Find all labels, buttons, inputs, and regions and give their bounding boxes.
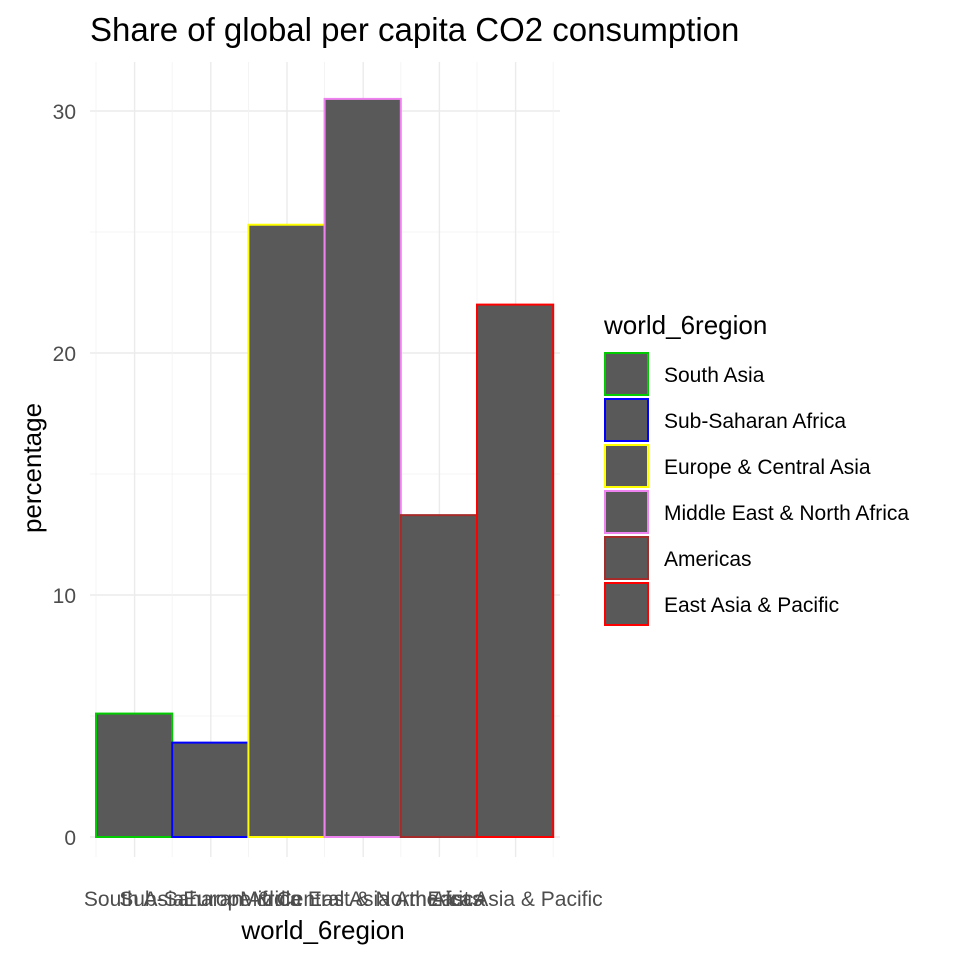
legend-title: world_6region bbox=[603, 310, 767, 340]
legend-key bbox=[604, 352, 649, 396]
x-tick-label: Middle East & North Africa bbox=[240, 888, 485, 911]
legend-label: South Asia bbox=[664, 364, 765, 387]
x-tick-label: East Asia & Pacific bbox=[428, 888, 603, 911]
legend: world_6region South Asia Sub-Saharan Afri… bbox=[603, 310, 909, 626]
x-axis-title: world_6region bbox=[240, 915, 404, 945]
legend-key bbox=[604, 444, 649, 488]
chart-title: Share of global per capita CO2 consumpti… bbox=[90, 11, 739, 48]
legend-label: Europe & Central Asia bbox=[664, 456, 871, 479]
bar bbox=[476, 303, 555, 839]
y-tick-label: 20 bbox=[53, 343, 76, 366]
x-tick-label: South Asia bbox=[84, 888, 185, 911]
y-tick-label: 30 bbox=[53, 101, 76, 124]
legend-label: Americas bbox=[664, 548, 752, 571]
y-tick-label: 0 bbox=[64, 827, 76, 850]
legend-key bbox=[604, 398, 649, 442]
bar bbox=[247, 223, 326, 839]
y-tick-label: 10 bbox=[53, 585, 76, 608]
x-tick-label: Americas bbox=[395, 888, 483, 911]
legend-label: Sub-Saharan Africa bbox=[664, 410, 846, 433]
bars bbox=[95, 97, 555, 839]
legend-key bbox=[604, 582, 649, 626]
legend-label: East Asia & Pacific bbox=[664, 594, 839, 617]
bar bbox=[171, 741, 250, 838]
legend-label: Middle East & North Africa bbox=[664, 502, 909, 525]
y-axis-title: percentage bbox=[17, 403, 47, 533]
x-tick-label: Sub-Saharan Africa bbox=[119, 888, 301, 911]
bar bbox=[95, 712, 174, 839]
y-axis-ticks: 0 10 20 30 bbox=[53, 101, 76, 850]
bar bbox=[323, 97, 402, 838]
legend-key bbox=[604, 536, 649, 580]
legend-key bbox=[604, 490, 649, 534]
x-tick-label: Europe & Central Asia bbox=[183, 888, 390, 911]
bar bbox=[399, 514, 478, 838]
